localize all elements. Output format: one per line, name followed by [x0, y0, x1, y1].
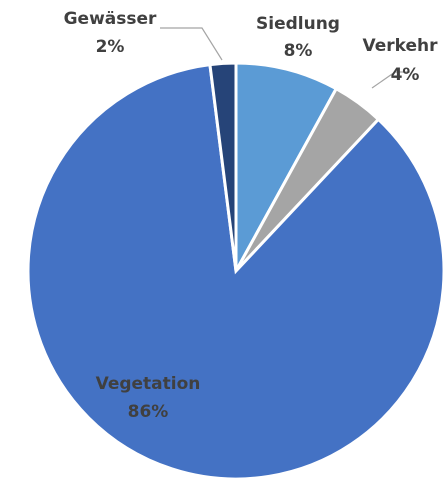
category-label: Vegetation	[96, 374, 201, 394]
pie-slice	[26, 62, 446, 480]
pie-slice	[208, 61, 238, 272]
value-label: 8%	[284, 41, 313, 61]
leader-line	[160, 27, 223, 61]
category-label: Siedlung	[256, 14, 340, 34]
pie-slice	[234, 61, 339, 272]
value-label: 86%	[128, 402, 169, 422]
value-label: 4%	[391, 65, 420, 85]
value-label: 2%	[96, 37, 125, 57]
category-label: Verkehr	[362, 36, 438, 56]
leader-line	[371, 71, 410, 89]
category-label: Gewässer	[64, 9, 157, 29]
